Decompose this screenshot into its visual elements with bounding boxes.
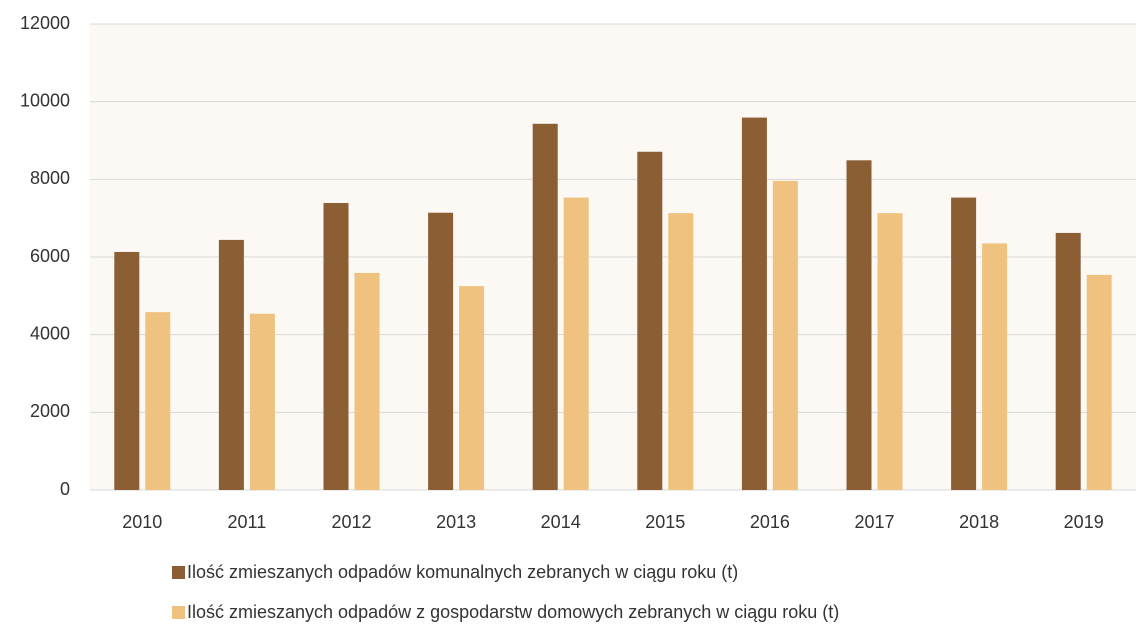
bar bbox=[532, 123, 558, 490]
y-tick-label: 0 bbox=[60, 479, 70, 499]
y-tick-label: 12000 bbox=[20, 13, 70, 33]
legend-label: Ilość zmieszanych odpadów z gospodarstw … bbox=[187, 602, 839, 622]
bar bbox=[249, 313, 275, 490]
bar bbox=[218, 239, 244, 490]
legend-swatch bbox=[172, 566, 185, 579]
x-tick-label: 2017 bbox=[854, 512, 894, 532]
x-tick-label: 2016 bbox=[750, 512, 790, 532]
x-tick-label: 2015 bbox=[645, 512, 685, 532]
bar bbox=[1055, 232, 1081, 490]
bar bbox=[145, 312, 171, 490]
bar bbox=[846, 160, 872, 490]
bar bbox=[741, 117, 767, 491]
x-tick-label: 2019 bbox=[1064, 512, 1104, 532]
bar bbox=[354, 272, 380, 490]
bar bbox=[772, 180, 798, 491]
x-tick-label: 2010 bbox=[122, 512, 162, 532]
x-tick-label: 2013 bbox=[436, 512, 476, 532]
bar bbox=[323, 203, 349, 490]
legend-swatch bbox=[172, 606, 185, 619]
bar bbox=[114, 251, 140, 490]
y-tick-label: 6000 bbox=[30, 246, 70, 266]
bar bbox=[1086, 274, 1112, 490]
y-tick-label: 4000 bbox=[30, 323, 70, 343]
bar bbox=[982, 243, 1008, 490]
x-tick-label: 2014 bbox=[541, 512, 581, 532]
x-tick-label: 2018 bbox=[959, 512, 999, 532]
bar bbox=[428, 212, 454, 491]
bar bbox=[877, 213, 903, 490]
y-tick-label: 2000 bbox=[30, 401, 70, 421]
legend-label: Ilość zmieszanych odpadów komunalnych ze… bbox=[187, 562, 738, 582]
bar bbox=[637, 151, 663, 491]
y-tick-label: 8000 bbox=[30, 168, 70, 188]
y-tick-label: 10000 bbox=[20, 90, 70, 110]
x-tick-label: 2011 bbox=[228, 512, 267, 532]
bar bbox=[668, 213, 694, 490]
bar bbox=[459, 286, 485, 490]
bar bbox=[563, 197, 589, 490]
bar bbox=[951, 197, 977, 490]
x-tick-label: 2012 bbox=[331, 512, 371, 532]
